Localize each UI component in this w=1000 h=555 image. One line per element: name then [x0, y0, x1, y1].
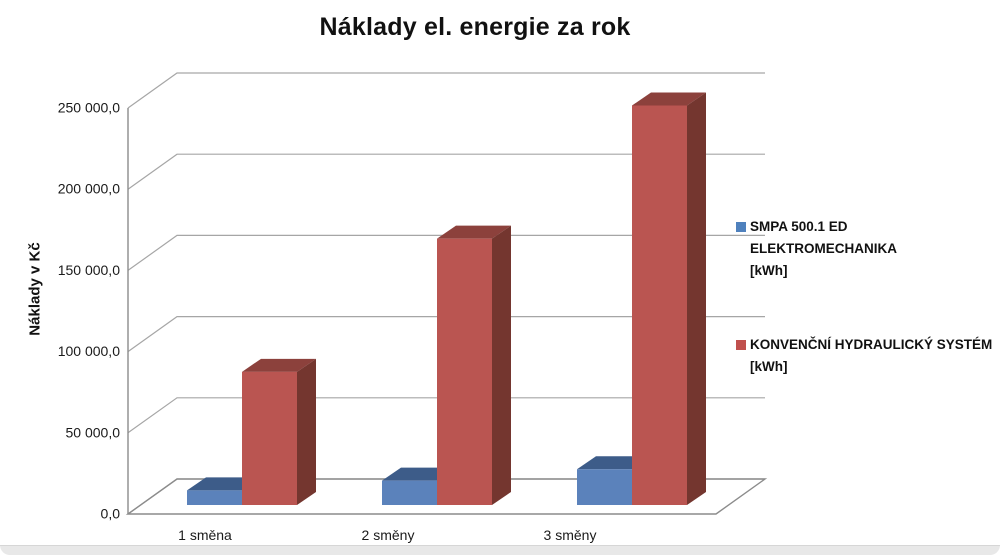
x-category-label: 1 směna: [178, 527, 232, 543]
bar-1 směna-series-1: [187, 490, 242, 505]
gridline: [127, 234, 765, 271]
legend-label-series-1: SMPA 500.1 ED ELEKTROMECHANIKA [kWh]: [750, 219, 897, 278]
bar-2 směny-series-2: [492, 225, 511, 505]
bar-2 směny-series-2: [437, 225, 511, 239]
legend-entry-series-1: SMPA 500.1 ED ELEKTROMECHANIKA [kWh]: [736, 216, 897, 282]
chart-legend: SMPA 500.1 ED ELEKTROMECHANIKA [kWh] KON…: [736, 0, 994, 520]
gridline: [127, 153, 765, 190]
y-tick-label: 50 000,0: [66, 424, 121, 440]
bar-2 směny-series-2: [437, 238, 492, 505]
y-tick-label: 100 000,0: [58, 343, 120, 359]
bar-1 směna-series-2: [242, 371, 297, 505]
legend-swatch-red: [736, 340, 746, 350]
gridline: [127, 316, 765, 353]
y-tick-label: 200 000,0: [58, 181, 120, 197]
y-tick-label: 250 000,0: [58, 100, 120, 116]
bar-3 směny-series-1: [577, 469, 632, 505]
x-category-label: 2 směny: [362, 527, 415, 543]
legend-swatch-blue: [736, 222, 746, 232]
legend-label-series-2: KONVENČNÍ HYDRAULICKÝ SYSTÉM [kWh]: [750, 337, 993, 374]
chart-title: Náklady el. energie za rok: [319, 13, 631, 41]
chart-floor: [125, 478, 768, 515]
bar-3 směny-series-2: [632, 105, 687, 505]
gridline: [127, 397, 765, 434]
bar-3 směny-series-2: [632, 92, 706, 106]
bar-1 směna-series-2: [242, 358, 316, 372]
y-tick-label: 150 000,0: [58, 262, 120, 278]
bar-2 směny-series-1: [382, 480, 437, 505]
legend-entry-series-2: KONVENČNÍ HYDRAULICKÝ SYSTÉM [kWh]: [736, 334, 992, 378]
bar-3 směny-series-2: [687, 92, 706, 505]
y-tick-label: 0,0: [101, 506, 121, 522]
x-category-label: 3 směny: [544, 527, 597, 543]
bar-1 směna-series-2: [297, 358, 316, 505]
gridline: [127, 72, 765, 109]
page-bottom-strip: [0, 545, 1000, 555]
